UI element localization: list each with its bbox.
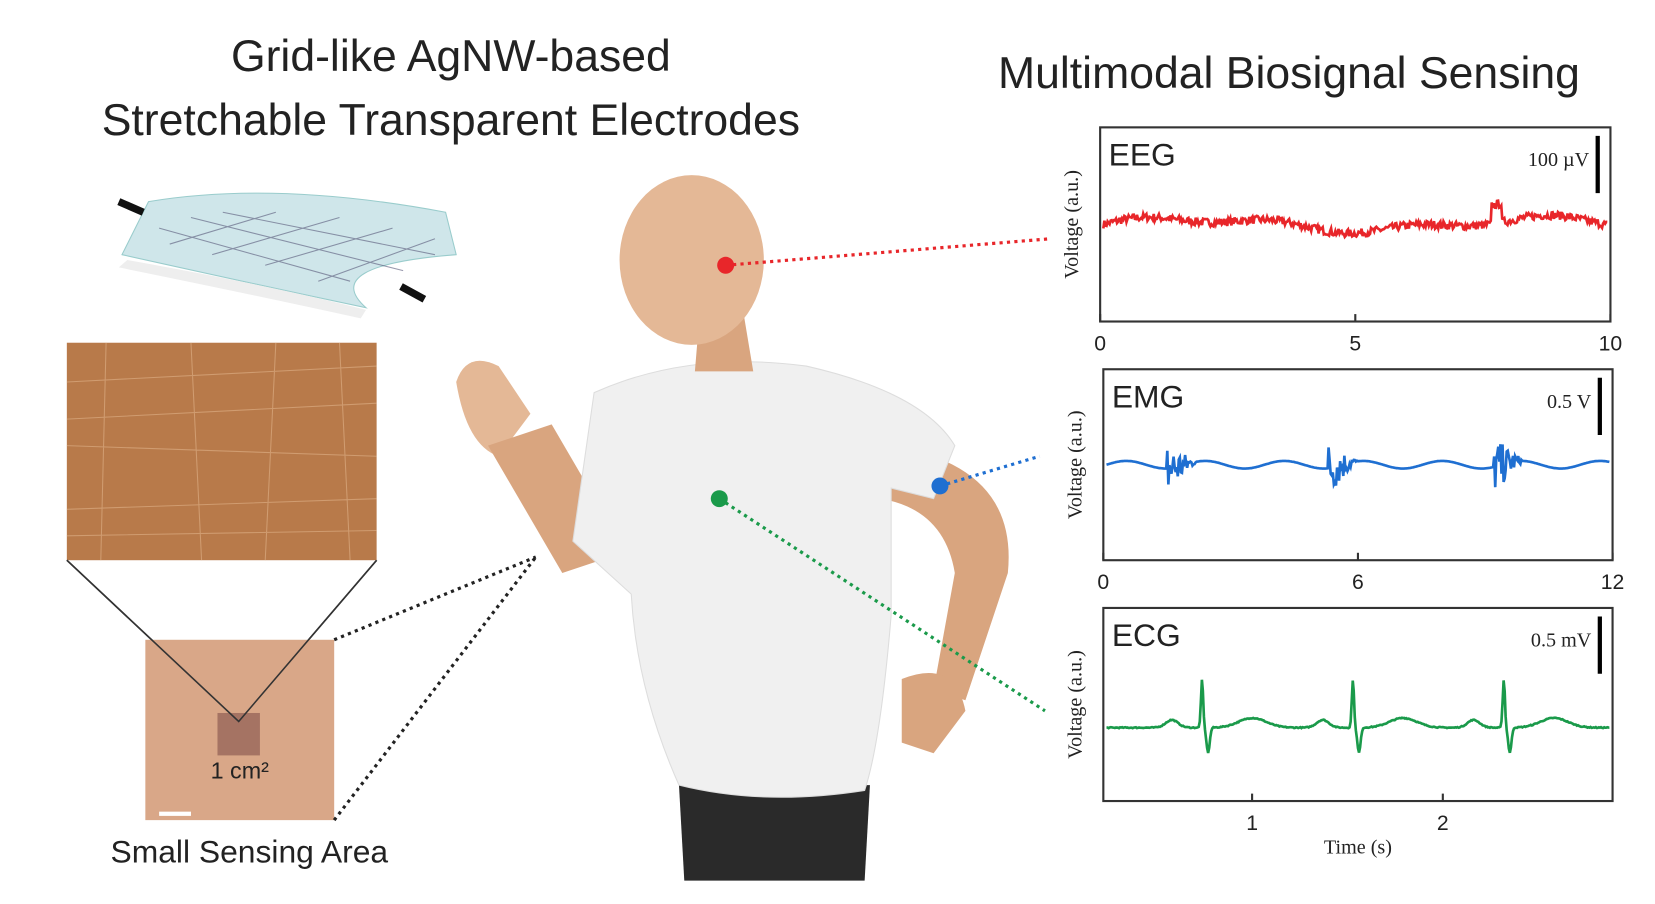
x-tick-label: 5 [1349, 332, 1361, 355]
x-axis-label: Time (s) [1324, 836, 1392, 858]
y-axis-label: Voltage (a.u.) [1061, 170, 1083, 279]
micrograph [66, 342, 378, 723]
sensor-dot [931, 477, 949, 495]
y-axis-label: Voltage (a.u.) [1064, 410, 1086, 519]
sensor-dot [717, 256, 735, 274]
left-title-line: Grid-like AgNW-based [231, 32, 671, 81]
x-tick-label: 12 [1601, 571, 1625, 594]
plot-frame [1102, 606, 1614, 803]
x-tick-label: 10 [1599, 332, 1623, 355]
scale-bar-label: 100 µV [1528, 149, 1590, 171]
y-axis-label: Voltage (a.u.) [1064, 650, 1086, 759]
area-label: 1 cm² [211, 758, 270, 784]
left-caption: Small Sensing Area [110, 833, 388, 869]
skin-photo [66, 559, 378, 821]
signal-trace [1102, 199, 1608, 240]
x-tick-label: 1 [1246, 812, 1258, 835]
signal-trace [1106, 444, 1610, 490]
connectors [332, 237, 1051, 822]
plot-label: EMG [1112, 378, 1184, 414]
x-tick-label: 6 [1352, 571, 1364, 594]
right-title: Multimodal Biosignal Sensing [998, 49, 1580, 98]
plot-label: EEG [1109, 136, 1176, 172]
x-tick-label: 0 [1097, 571, 1109, 594]
sensor-dot [710, 490, 728, 508]
signal-trace [1106, 679, 1610, 754]
stretch-film [117, 192, 457, 319]
scale-bar-label: 0.5 mV [1531, 630, 1592, 652]
plot-label: ECG [1112, 617, 1181, 653]
x-tick-label: 2 [1437, 812, 1449, 835]
person [456, 175, 1009, 881]
left-title-line: Stretchable Transparent Electrodes [102, 96, 800, 145]
scale-bar-label: 0.5 V [1547, 391, 1592, 413]
x-tick-label: 0 [1094, 332, 1106, 355]
